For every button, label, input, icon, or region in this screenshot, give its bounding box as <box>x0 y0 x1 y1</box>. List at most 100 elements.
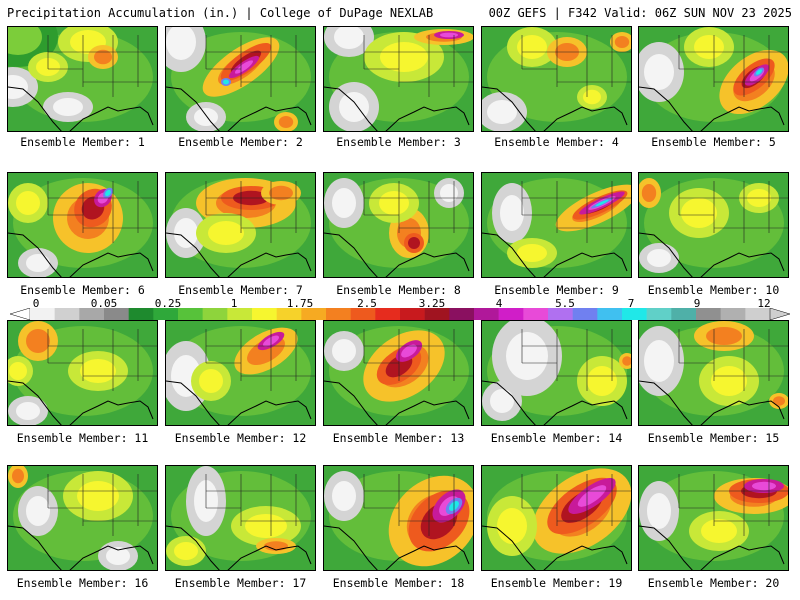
colorbar-segment <box>30 308 55 320</box>
state-borders <box>205 35 315 97</box>
colorbar-segment <box>54 308 80 320</box>
state-borders <box>47 181 157 243</box>
colorbar-segment <box>622 308 647 320</box>
precip-blob <box>174 218 198 248</box>
ensemble-panel-6 <box>7 172 158 278</box>
precip-blob <box>332 188 356 218</box>
ensemble-panel-20 <box>638 465 789 571</box>
precip-blob <box>644 340 674 382</box>
precip-blob <box>77 481 119 511</box>
colorbar-segment <box>375 308 401 320</box>
precip-blob <box>16 191 40 215</box>
precip-blob <box>500 195 524 231</box>
precip-blob <box>622 356 631 366</box>
ensemble-member-label: Ensemble Member: 19 <box>490 576 623 590</box>
colorbar-tick-label: 4 <box>495 297 503 310</box>
precip-blob <box>278 116 294 128</box>
colorbar-segment <box>646 308 672 320</box>
precip-blob <box>199 369 223 393</box>
precip-map-19 <box>482 466 631 570</box>
precip-colorbar <box>10 308 790 320</box>
precip-map-13 <box>324 321 473 425</box>
colorbar-segment <box>696 308 721 320</box>
state-borders <box>363 181 473 243</box>
precip-map-9 <box>482 173 631 277</box>
colorbar-min-arrow <box>10 308 31 320</box>
colorbar-tick-label: 3.25 <box>418 297 446 310</box>
ensemble-panel-14 <box>481 320 632 426</box>
ensemble-member-label: Ensemble Member: 2 <box>178 135 303 149</box>
colorbar-tick-label: 9 <box>693 297 701 310</box>
precip-blob <box>223 79 229 85</box>
state-borders <box>205 474 315 536</box>
colorbar-segment <box>523 308 549 320</box>
precip-blob <box>408 237 420 249</box>
ensemble-panel-9 <box>481 172 632 278</box>
colorbar-segment <box>597 308 623 320</box>
coastline <box>324 86 470 131</box>
precip-blob <box>174 542 198 560</box>
precip-blob <box>234 60 254 74</box>
precip-blob <box>106 547 130 565</box>
precip-map-16 <box>8 466 157 570</box>
ensemble-member-label: Ensemble Member: 17 <box>174 576 307 590</box>
ensemble-panel-1 <box>7 26 158 132</box>
colorbar-segment <box>104 308 129 320</box>
precip-blob <box>264 541 288 551</box>
precip-blob <box>694 35 724 59</box>
ensemble-member-label: Ensemble Member: 9 <box>494 283 619 297</box>
colorbar-segment <box>153 308 179 320</box>
ensemble-member-label: Ensemble Member: 16 <box>16 576 149 590</box>
state-borders <box>205 181 315 243</box>
precip-map-1 <box>8 27 157 131</box>
coastline <box>639 380 785 425</box>
precip-blob <box>334 27 364 49</box>
precip-blob <box>94 49 112 65</box>
state-borders <box>47 329 157 391</box>
colorbar-segment <box>424 308 450 320</box>
precip-map-10 <box>639 173 788 277</box>
state-borders <box>678 329 788 391</box>
coastline <box>482 86 628 131</box>
colorbar-tick-label: 0.25 <box>154 297 182 310</box>
precip-blob <box>641 184 657 202</box>
colorbar-max-arrow <box>769 308 790 320</box>
precip-blob <box>8 75 28 99</box>
ensemble-member-label: Ensemble Member: 15 <box>647 431 780 445</box>
precip-blob <box>517 35 547 59</box>
colorbar-segment <box>572 308 598 320</box>
coastline <box>8 232 154 277</box>
precip-blob <box>208 221 244 245</box>
precip-blob <box>701 519 737 543</box>
precip-blob <box>706 327 742 345</box>
colorbar-tick-label: 0.05 <box>90 297 118 310</box>
colorbar-segment <box>79 308 105 320</box>
ensemble-member-label: Ensemble Member: 8 <box>336 283 461 297</box>
model-run-valid-time: 00Z GEFS | F342 Valid: 06Z SUN NOV 23 20… <box>488 6 792 20</box>
precip-blob <box>269 185 293 201</box>
colorbar-tick-label: 2.5 <box>357 297 377 310</box>
precip-blob <box>711 366 747 396</box>
ensemble-panel-16 <box>7 465 158 571</box>
ensemble-member-label: Ensemble Member: 5 <box>651 135 776 149</box>
colorbar-tick-label: 12 <box>757 297 771 310</box>
ensemble-panel-5 <box>638 26 789 132</box>
precip-blob <box>752 481 776 491</box>
colorbar-segment <box>400 308 425 320</box>
coastline <box>166 380 312 425</box>
ensemble-panel-15 <box>638 320 789 426</box>
colorbar-segment <box>548 308 573 320</box>
ensemble-member-label: Ensemble Member: 13 <box>332 431 465 445</box>
ensemble-panel-10 <box>638 172 789 278</box>
precip-blob <box>194 108 218 126</box>
ensemble-member-label: Ensemble Member: 7 <box>178 283 303 297</box>
colorbar-segment <box>350 308 376 320</box>
coastline <box>8 380 154 425</box>
precip-blob <box>245 514 287 538</box>
precip-blob <box>379 191 409 215</box>
ensemble-member-label: Ensemble Member: 20 <box>647 576 780 590</box>
ensemble-member-label: Ensemble Member: 14 <box>490 431 623 445</box>
precip-map-14 <box>482 321 631 425</box>
precip-map-5 <box>639 27 788 131</box>
colorbar-segment <box>276 308 302 320</box>
